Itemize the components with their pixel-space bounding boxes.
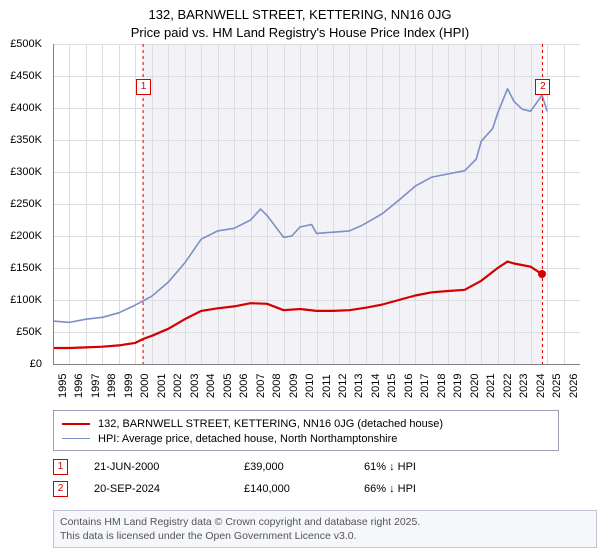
line-layer [53,44,580,364]
x-tick-label: 2018 [436,374,448,398]
title-line-2: Price paid vs. HM Land Registry's House … [0,24,600,42]
tx-date: 21-JUN-2000 [94,461,244,473]
chart-title: 132, BARNWELL STREET, KETTERING, NN16 0J… [0,0,600,41]
legend: 132, BARNWELL STREET, KETTERING, NN16 0J… [53,410,559,451]
y-tick-label: £350K [10,134,42,146]
x-tick-label: 1996 [73,374,85,398]
tx-date: 20-SEP-2024 [94,483,244,495]
x-tick-label: 2009 [288,374,300,398]
x-tick-label: 2017 [419,374,431,398]
x-tick-label: 2013 [353,374,365,398]
x-tick-label: 2002 [172,374,184,398]
x-tick-label: 2016 [403,374,415,398]
x-tick-label: 2021 [485,374,497,398]
x-tick-label: 2020 [469,374,481,398]
transaction-table: 1 21-JUN-2000 £39,000 61% ↓ HPI 2 20-SEP… [53,456,484,500]
x-tick-label: 2006 [238,374,250,398]
x-tick-label: 2012 [337,374,349,398]
chart-card: 132, BARNWELL STREET, KETTERING, NN16 0J… [0,0,600,560]
x-tick-label: 2026 [568,374,580,398]
footnote-line: Contains HM Land Registry data © Crown c… [60,515,590,529]
y-tick-label: £250K [10,198,42,210]
y-tick-label: £500K [10,38,42,50]
legend-label: HPI: Average price, detached house, Nort… [98,433,397,445]
series-property [53,262,543,348]
y-tick-label: £100K [10,294,42,306]
y-tick-label: £400K [10,102,42,114]
x-tick-label: 2005 [222,374,234,398]
marker-badge: 1 [136,79,151,95]
footnote-line: This data is licensed under the Open Gov… [60,529,590,543]
x-tick-label: 2008 [271,374,283,398]
x-tick-label: 2003 [189,374,201,398]
x-tick-label: 2007 [255,374,267,398]
x-tick-label: 2011 [321,374,333,398]
chart-area: 12 £0£50K£100K£150K£200K£250K£300K£350K£… [0,44,600,389]
x-tick-label: 2000 [139,374,151,398]
x-tick-label: 2001 [156,374,168,398]
x-tick-label: 2004 [205,374,217,398]
x-tick-label: 2025 [551,374,563,398]
x-tick-label: 2014 [370,374,382,398]
y-axis [53,44,54,364]
x-tick-label: 1998 [106,374,118,398]
tx-price: £39,000 [244,461,364,473]
marker-badge: 2 [535,79,550,95]
x-tick-label: 1999 [123,374,135,398]
y-tick-label: £0 [30,358,42,370]
x-tick-label: 2022 [502,374,514,398]
x-tick-label: 2024 [535,374,547,398]
legend-item: HPI: Average price, detached house, Nort… [62,431,550,446]
y-tick-label: £200K [10,230,42,242]
y-tick-label: £300K [10,166,42,178]
y-tick-label: £450K [10,70,42,82]
plot: 12 [53,44,580,364]
y-tick-label: £50K [16,326,42,338]
table-row: 2 20-SEP-2024 £140,000 66% ↓ HPI [53,478,484,500]
x-axis [53,364,580,365]
legend-swatch [62,438,90,439]
x-tick-label: 1995 [57,374,69,398]
footnote: Contains HM Land Registry data © Crown c… [53,510,597,548]
table-row: 1 21-JUN-2000 £39,000 61% ↓ HPI [53,456,484,478]
series-hpi [53,89,547,323]
tx-pct: 61% ↓ HPI [364,461,484,473]
x-tick-label: 2023 [518,374,530,398]
x-tick-label: 2015 [386,374,398,398]
tx-price: £140,000 [244,483,364,495]
legend-item: 132, BARNWELL STREET, KETTERING, NN16 0J… [62,416,550,431]
x-tick-label: 1997 [90,374,102,398]
x-tick-label: 2010 [304,374,316,398]
legend-swatch [62,423,90,425]
x-tick-label: 2019 [452,374,464,398]
legend-label: 132, BARNWELL STREET, KETTERING, NN16 0J… [98,418,443,430]
y-tick-label: £150K [10,262,42,274]
tx-pct: 66% ↓ HPI [364,483,484,495]
title-line-1: 132, BARNWELL STREET, KETTERING, NN16 0J… [0,6,600,24]
marker-badge: 1 [53,459,68,475]
marker-badge: 2 [53,481,68,497]
